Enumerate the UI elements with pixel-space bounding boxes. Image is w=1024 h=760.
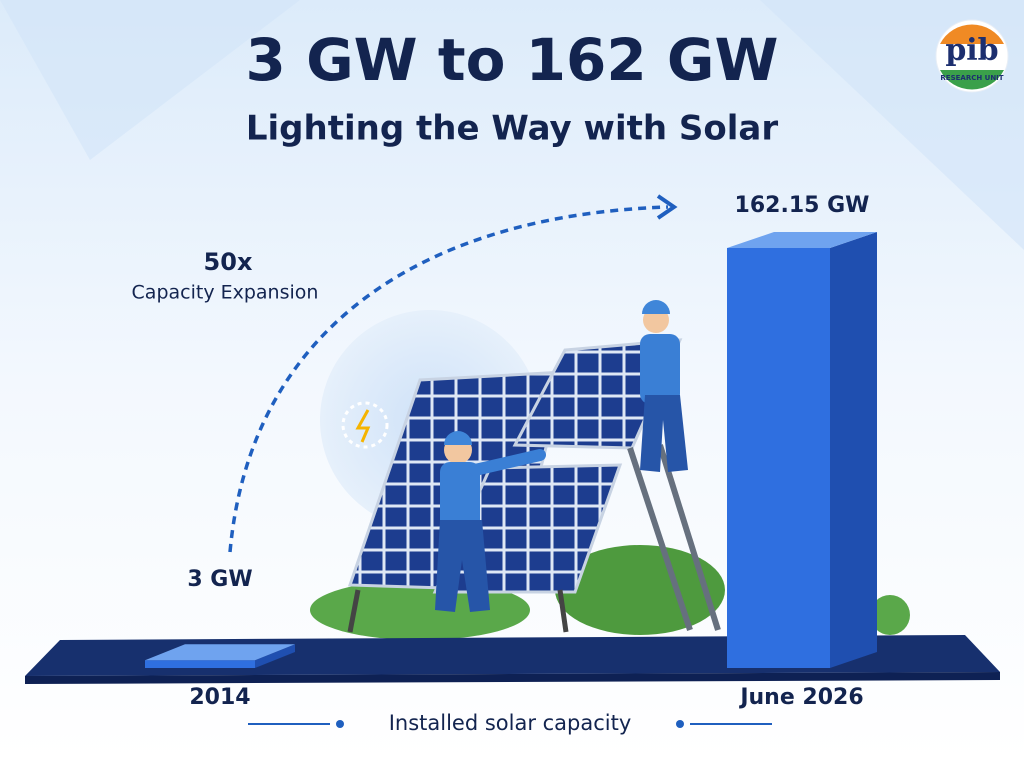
arrow-head <box>656 194 678 220</box>
background-shape <box>0 0 300 160</box>
bar-top <box>727 232 877 248</box>
logo-subtext: RESEARCH UNIT <box>940 74 1003 82</box>
axis-decoration <box>336 720 344 728</box>
growth-arrow <box>228 205 669 553</box>
bar-top <box>145 644 295 661</box>
chart-subtitle: Lighting the Way with Solar <box>246 109 778 149</box>
annotation: 50x <box>204 248 253 276</box>
chart-title: 3 GW to 162 GW <box>246 26 779 94</box>
bar <box>727 248 830 668</box>
x-tick-label: 2014 <box>189 685 250 710</box>
bar-side <box>255 644 295 668</box>
solar-illustration <box>310 300 910 640</box>
bar-side <box>830 232 877 668</box>
logo: pib RESEARCH UNIT <box>935 19 1009 93</box>
x-axis-label: Installed solar capacity <box>389 711 632 735</box>
axis-decoration <box>676 720 684 728</box>
platform-edge <box>25 672 1000 684</box>
bar <box>145 660 255 668</box>
annotation-label: Capacity Expansion <box>132 282 319 304</box>
x-tick-label: June 2026 <box>738 685 863 710</box>
logo-text: pib <box>945 33 998 68</box>
value-label: 162.15 GW <box>735 193 870 218</box>
value-label: 3 GW <box>187 567 252 592</box>
